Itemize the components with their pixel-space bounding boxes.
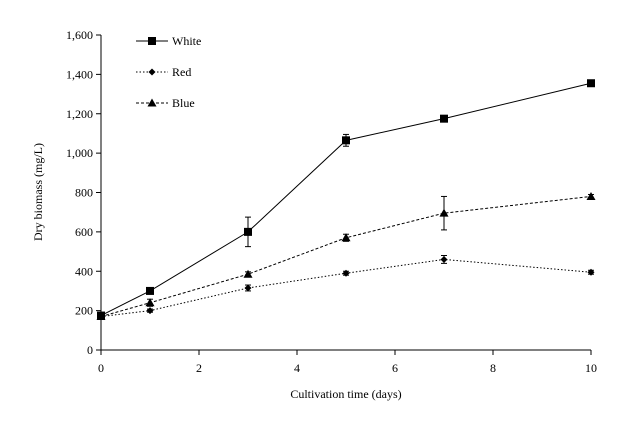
data-point-white [146,286,154,295]
legend-label-white: White [172,34,201,48]
data-point-blue [145,298,155,307]
series-blue [96,191,596,321]
legend: White Red Blue [136,34,201,110]
data-point-red [244,284,252,292]
legend-item-blue: Blue [136,96,195,110]
x-axis-label: Cultivation time (days) [290,387,401,401]
data-point-blue [96,312,106,321]
data-point-white [587,79,595,88]
data-point-blue [341,233,351,242]
data-point-blue [243,269,253,278]
y-tick-label: 200 [75,304,93,318]
x-tick-label: 0 [98,361,104,375]
data-point-white [440,114,448,123]
y-tick-label: 600 [75,225,93,239]
series [96,79,596,321]
data-point-blue [586,191,596,200]
data-point-red [587,268,595,276]
legend-item-white: White [136,34,201,48]
data-point-red [146,307,154,315]
y-tick-label: 1,200 [66,107,93,121]
series-line-blue [100,195,592,318]
y-tick-label: 400 [75,264,93,278]
legend-label-blue: Blue [172,96,195,110]
x-tick-label: 2 [196,361,202,375]
series-white [97,79,595,320]
legend-marker-white [148,37,156,45]
x-tick-label: 8 [490,361,496,375]
legend-marker-red [148,68,156,76]
axes [96,34,592,355]
y-tick-label: 800 [75,186,93,200]
tick-labels: 0 200 400 600 800 1,000 1,200 1,400 1,600 0 2 4 6 8 10 [66,28,597,375]
y-tick-label: 1,600 [66,28,93,42]
data-point-blue [439,208,449,217]
data-point-white [342,136,350,145]
legend-label-red: Red [172,65,191,79]
data-point-red [440,255,448,263]
legend-marker-blue [147,98,157,107]
data-point-red [342,269,350,277]
series-red [97,255,595,321]
y-axis-label: Dry biomass (mg/L) [31,143,45,241]
y-tick-label: 1,000 [66,146,93,160]
x-tick-label: 4 [294,361,300,375]
x-tick-label: 10 [585,361,597,375]
y-tick-label: 0 [87,343,93,357]
series-line-white [100,82,592,316]
series-line-red [100,258,592,318]
data-point-white [244,227,252,236]
x-tick-label: 6 [392,361,398,375]
legend-item-red: Red [136,65,191,79]
y-tick-label: 1,400 [66,67,93,81]
